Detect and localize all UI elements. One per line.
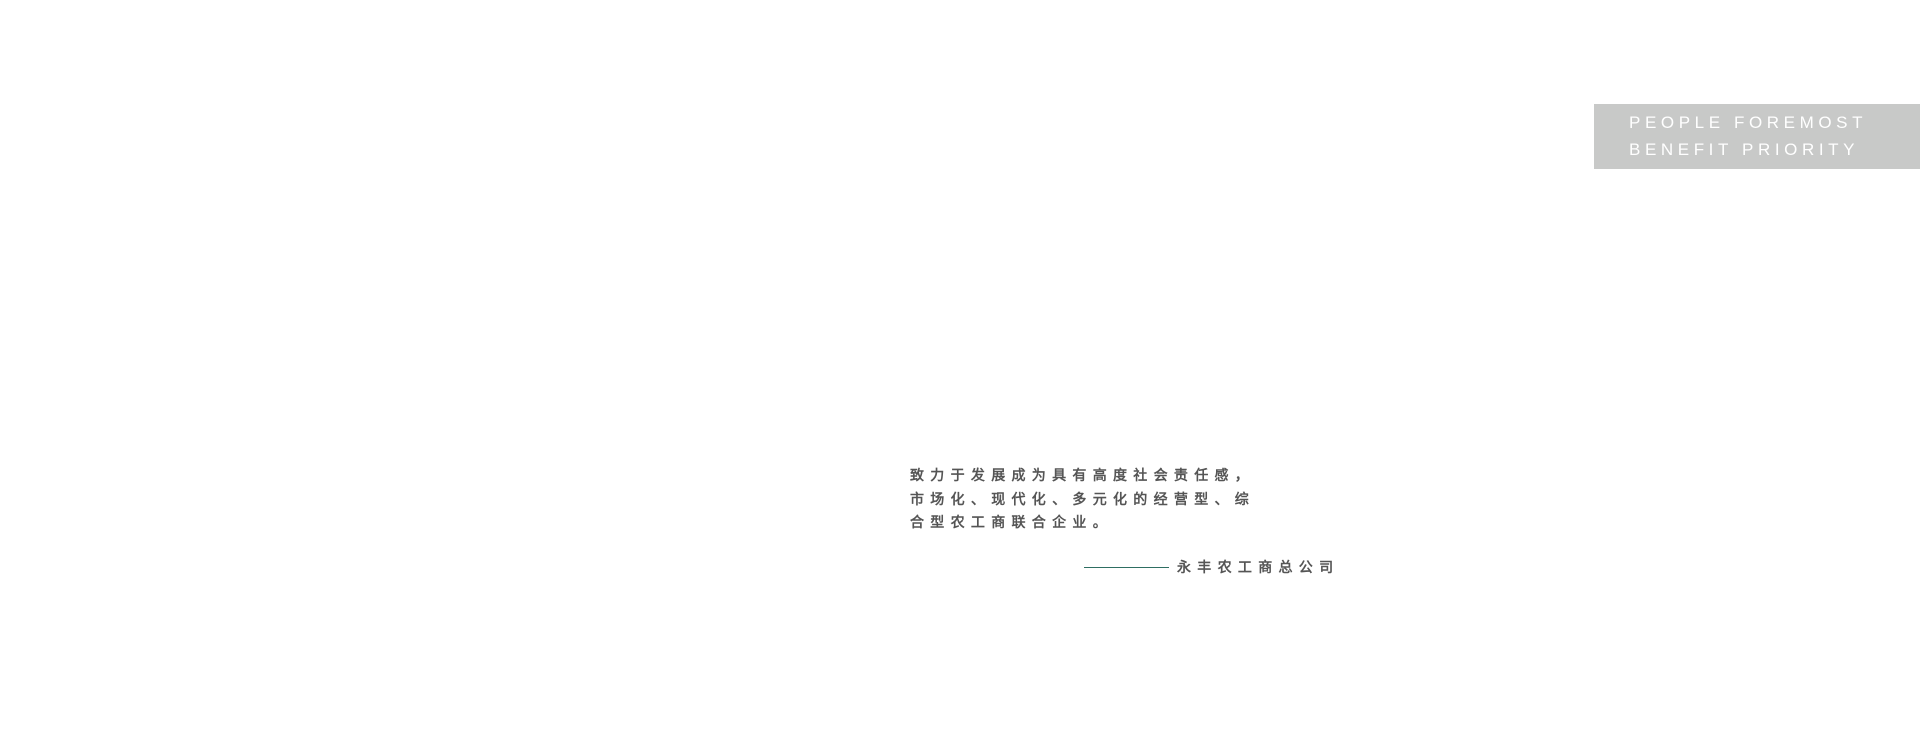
slogan-line-1: PEOPLE FOREMOST <box>1629 113 1868 132</box>
mission-line-3: 合型农工商联合企业。 <box>910 515 1113 531</box>
slogan-line-2: BENEFIT PRIORITY <box>1629 140 1860 159</box>
signature-divider <box>1084 567 1169 568</box>
company-signature: 永丰农工商总公司 <box>1177 560 1340 576</box>
slogan-badge: PEOPLE FOREMOST BENEFIT PRIORITY <box>1594 104 1920 169</box>
mission-line-1: 致力于发展成为具有高度社会责任感， <box>910 468 1256 484</box>
mission-statement: 致力于发展成为具有高度社会责任感， 市场化、现代化、多元化的经营型、综 合型农工… <box>910 465 1255 536</box>
mission-line-2: 市场化、现代化、多元化的经营型、综 <box>910 491 1256 508</box>
